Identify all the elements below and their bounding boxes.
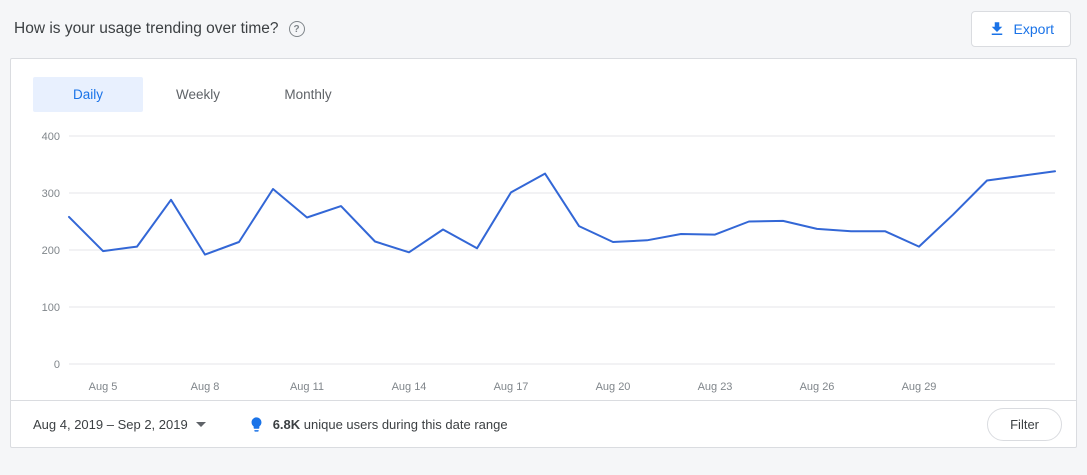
chart-footer: Aug 4, 2019 – Sep 2, 2019 6.8K unique us… [11, 400, 1076, 447]
date-range-label: Aug 4, 2019 – Sep 2, 2019 [33, 416, 188, 432]
tab-weekly[interactable]: Weekly [175, 87, 220, 102]
svg-text:Aug 5: Aug 5 [89, 381, 118, 393]
svg-text:0: 0 [54, 359, 60, 371]
help-icon[interactable]: ? [288, 21, 305, 37]
line-chart-svg: 0 100 200 300 400 Aug 5 Aug 8 Aug 11 Aug 14 Aug 1… [42, 131, 1056, 393]
svg-text:Aug 8: Aug 8 [191, 381, 220, 393]
export-button-label: Export [1013, 21, 1054, 37]
insight-summary: 6.8K unique users during this date range [248, 416, 508, 433]
svg-text:Aug 17: Aug 17 [494, 381, 529, 393]
unique-users-label: unique users during this date range [303, 416, 508, 432]
usage-trend-card: Daily Weekly Monthly 0 100 200 300 400 Aug 5 A… [10, 58, 1077, 448]
insight-text: 6.8K unique users during this date range [273, 417, 508, 432]
export-button[interactable]: Export [970, 11, 1071, 47]
page-title: How is your usage trending over time? [14, 20, 279, 37]
report-header: How is your usage trending over time? ? … [0, 0, 1087, 58]
svg-text:100: 100 [42, 302, 60, 314]
svg-text:Aug 26: Aug 26 [800, 381, 835, 393]
tab-daily[interactable]: Daily [33, 77, 143, 112]
download-icon [991, 22, 1002, 35]
svg-text:400: 400 [42, 131, 60, 143]
unique-users-value: 6.8K [272, 416, 301, 432]
svg-text:200: 200 [42, 245, 60, 257]
svg-text:Aug 23: Aug 23 [698, 381, 733, 393]
svg-text:Aug 11: Aug 11 [290, 381, 324, 393]
lightbulb-icon [251, 416, 262, 432]
svg-text:Aug 29: Aug 29 [902, 381, 937, 393]
usage-line-chart: 0 100 200 300 400 Aug 5 Aug 8 Aug 11 Aug 14 Aug 1… [11, 116, 1076, 400]
svg-text:Aug 20: Aug 20 [596, 381, 631, 393]
granularity-tabs: Daily Weekly Monthly [11, 59, 1076, 116]
date-range-selector[interactable]: Aug 4, 2019 – Sep 2, 2019 [33, 417, 206, 432]
svg-text:300: 300 [42, 188, 60, 200]
filter-button[interactable]: Filter [987, 407, 1062, 441]
svg-text:Aug 14: Aug 14 [392, 381, 427, 393]
chevron-down-icon [195, 421, 206, 427]
tab-monthly[interactable]: Monthly [284, 87, 332, 102]
